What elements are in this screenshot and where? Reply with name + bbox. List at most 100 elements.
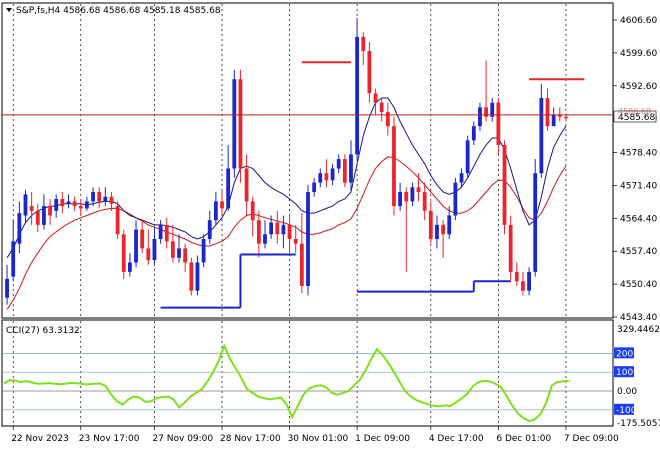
bull-candle xyxy=(281,215,286,249)
candle-body xyxy=(564,116,568,119)
candle-body xyxy=(177,248,181,258)
x-tick-label: 23 Nov 17:00 xyxy=(79,434,140,444)
bear-candle xyxy=(29,191,34,225)
candle-body xyxy=(447,215,452,235)
y-tick-label: 4557.40 xyxy=(620,247,657,257)
candle-body xyxy=(11,241,16,277)
candle-body xyxy=(361,36,366,52)
bear-candle xyxy=(342,154,347,188)
bull-candle xyxy=(478,102,482,131)
candle-body xyxy=(379,102,384,113)
candle-body xyxy=(164,224,169,242)
bear-candle xyxy=(244,154,249,216)
candle-body xyxy=(551,114,556,127)
candle-body xyxy=(127,262,132,272)
candle-body xyxy=(72,201,77,207)
bull-candle xyxy=(306,184,310,296)
candle-body xyxy=(355,36,360,155)
bull-candle xyxy=(158,220,163,244)
bull-candle xyxy=(312,177,317,197)
triangle-down-icon[interactable] xyxy=(6,8,12,12)
candle-body xyxy=(293,238,298,244)
bull-candle xyxy=(465,135,470,178)
candle-body xyxy=(29,206,34,211)
bull-candle xyxy=(551,107,556,127)
bull-candle xyxy=(355,18,360,160)
bear-candle xyxy=(404,187,409,272)
bear-candle xyxy=(250,196,255,237)
candle-body xyxy=(109,196,114,204)
y-tick-label: 4550.40 xyxy=(620,280,657,290)
candle-body xyxy=(195,262,200,291)
x-tick-label: 6 Dec 01:00 xyxy=(496,434,551,444)
x-tick-label: 1 Dec 09:00 xyxy=(355,434,410,444)
candle-body xyxy=(465,140,470,174)
candle-body xyxy=(97,191,102,202)
candle-body xyxy=(398,191,403,207)
candle-body xyxy=(226,168,231,209)
bear-candle xyxy=(545,88,550,131)
bear-candle xyxy=(170,224,175,263)
x-tick-label: 4 Dec 17:00 xyxy=(429,434,484,444)
candle-body xyxy=(502,145,507,225)
bull-candle xyxy=(103,187,108,207)
bull-candle xyxy=(213,191,218,225)
bull-candle xyxy=(42,194,46,230)
bull-candle xyxy=(410,182,415,207)
cci-series xyxy=(3,343,570,423)
cci-line xyxy=(3,343,570,423)
bull-candle xyxy=(336,154,341,174)
x-tick-label: 22 Nov 2023 xyxy=(11,434,69,444)
cci-level-badge xyxy=(614,403,634,415)
candle-body xyxy=(60,199,65,207)
bull-candle xyxy=(533,159,538,277)
bear-candle xyxy=(521,271,525,296)
candle-body xyxy=(422,191,427,211)
bear-candle xyxy=(373,88,378,115)
bull-candle xyxy=(490,98,495,122)
candle-body xyxy=(66,201,71,204)
cci-panel[interactable] xyxy=(1,319,614,427)
cci-level-label: -100 xyxy=(616,406,637,416)
candle-body xyxy=(287,224,292,239)
bear-candle xyxy=(256,210,261,258)
candle-body xyxy=(158,224,163,239)
bull-candle xyxy=(330,163,335,185)
bear-candle xyxy=(72,196,77,211)
cci-axis: 329.4462 -175.5057 200 100 0.00 -100 xyxy=(614,325,660,429)
bear-candle xyxy=(416,173,421,202)
bear-candle xyxy=(299,213,304,294)
candle-body xyxy=(557,114,562,117)
candle-body xyxy=(263,234,267,244)
candle-body xyxy=(232,79,237,169)
bear-candle xyxy=(441,220,446,258)
symbol-info: S&P,fs,H4 4586.68 4586.68 4585.18 4585.6… xyxy=(16,6,221,16)
candle-body xyxy=(250,201,255,221)
candle-body xyxy=(349,154,353,183)
bear-candle xyxy=(109,191,114,211)
candle-body xyxy=(318,173,323,183)
bear-candle xyxy=(422,182,427,221)
y-tick-label: 4592.60 xyxy=(620,82,657,92)
candle-body xyxy=(5,278,9,298)
y-tick-label: 4578.40 xyxy=(620,149,657,159)
bear-candle xyxy=(238,69,243,183)
candle-body xyxy=(324,173,329,181)
candle-body xyxy=(385,112,390,127)
slow-moving-average xyxy=(6,156,567,310)
previous-price-label: 4586.68 xyxy=(618,107,651,116)
current-price-marker: 4586.68 4585.68 xyxy=(613,107,657,123)
bull-candle xyxy=(91,187,95,207)
cci-level-badge xyxy=(614,347,634,359)
bear-candle xyxy=(508,215,513,282)
bear-candle xyxy=(293,224,298,254)
candle-body xyxy=(35,210,40,225)
candle-body xyxy=(103,196,108,202)
bear-candle xyxy=(361,32,366,66)
bear-candle xyxy=(275,210,280,244)
bear-candle xyxy=(35,203,40,232)
bear-candle xyxy=(392,116,396,216)
y-tick-label: 4599.60 xyxy=(620,49,657,59)
candle-body xyxy=(435,224,439,239)
